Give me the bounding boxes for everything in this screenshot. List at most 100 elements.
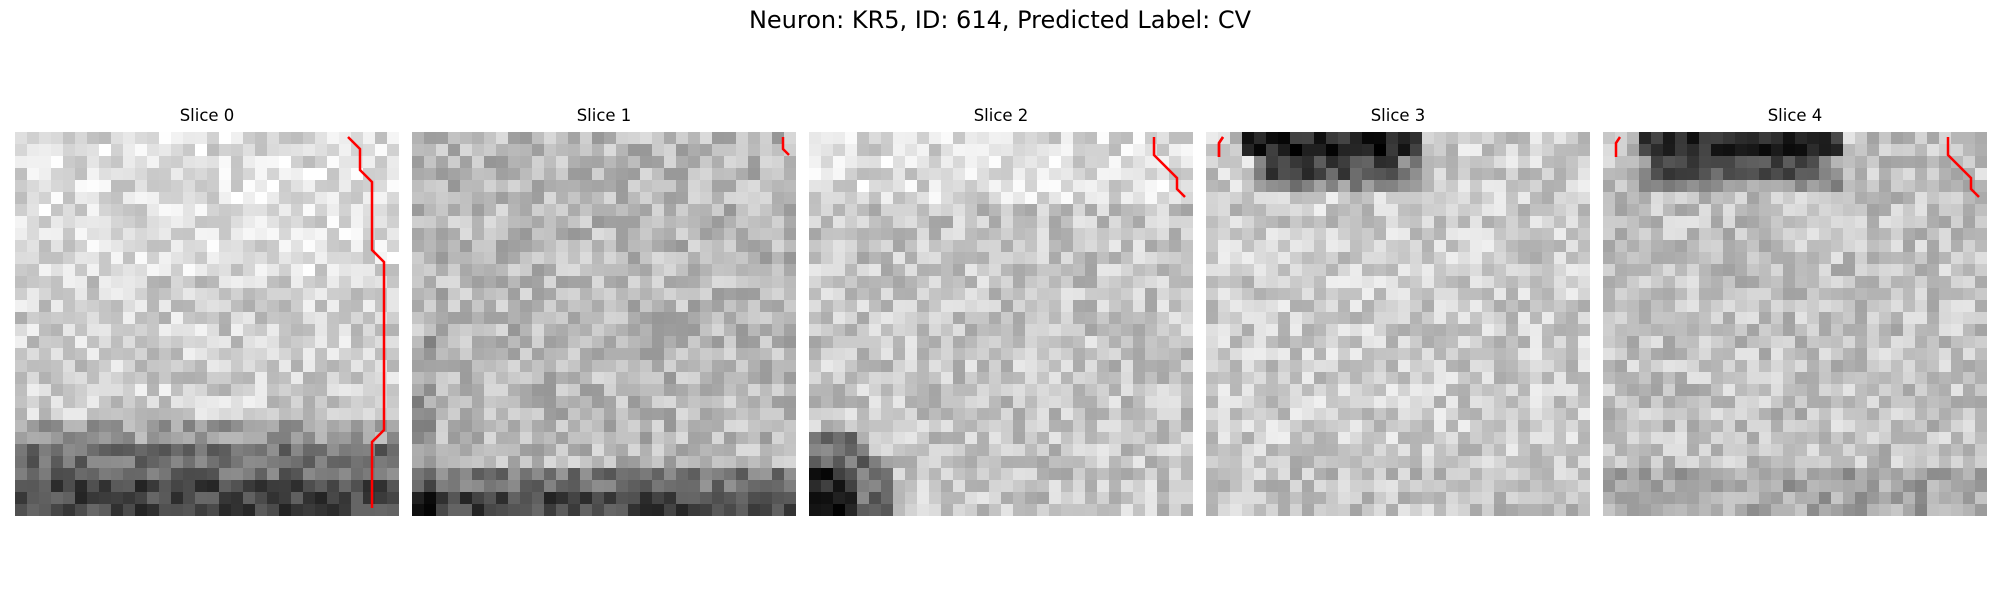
pixel xyxy=(1530,408,1543,421)
pixel xyxy=(195,348,208,361)
pixel xyxy=(712,480,725,493)
pixel xyxy=(1566,492,1579,505)
pixel xyxy=(207,396,220,409)
pixel xyxy=(1121,444,1134,457)
pixel xyxy=(363,432,376,445)
pixel xyxy=(532,228,545,241)
pixel xyxy=(339,492,352,505)
pixel xyxy=(424,444,437,457)
pixel xyxy=(159,252,172,265)
pixel xyxy=(604,264,617,277)
pixel xyxy=(111,228,124,241)
pixel xyxy=(1506,180,1519,193)
pixel xyxy=(1109,468,1122,481)
pixel xyxy=(1314,216,1327,229)
pixel xyxy=(1783,324,1796,337)
pixel xyxy=(1386,348,1399,361)
pixel xyxy=(1615,240,1628,253)
pixel xyxy=(592,192,605,205)
pixel xyxy=(1049,492,1062,505)
pixel xyxy=(1891,420,1904,433)
pixel xyxy=(387,216,399,229)
pixel xyxy=(1350,132,1363,145)
pixel xyxy=(1819,420,1832,433)
pixel xyxy=(1242,192,1255,205)
pixel xyxy=(1254,228,1267,241)
pixel xyxy=(508,336,521,349)
pixel xyxy=(784,408,796,421)
pixel xyxy=(1759,252,1772,265)
pixel xyxy=(460,240,473,253)
pixel xyxy=(75,468,88,481)
pixel xyxy=(99,264,112,277)
pixel xyxy=(375,408,388,421)
pixel xyxy=(135,324,148,337)
pixel xyxy=(881,276,894,289)
pixel xyxy=(1627,300,1640,313)
pixel xyxy=(111,348,124,361)
pixel xyxy=(568,204,581,217)
pixel xyxy=(1482,264,1495,277)
pixel xyxy=(1711,180,1724,193)
pixel xyxy=(1302,456,1315,469)
pixel xyxy=(1037,432,1050,445)
pixel xyxy=(1903,240,1916,253)
pixel xyxy=(1951,420,1964,433)
pixel xyxy=(1795,252,1808,265)
pixel xyxy=(1903,444,1916,457)
pixel xyxy=(821,372,834,385)
pixel xyxy=(760,456,773,469)
pixel xyxy=(1891,312,1904,325)
pixel xyxy=(1266,204,1279,217)
pixel xyxy=(592,480,605,493)
pixel xyxy=(520,480,533,493)
pixel xyxy=(1554,372,1567,385)
pixel xyxy=(1963,216,1976,229)
pixel xyxy=(1951,396,1964,409)
pixel xyxy=(652,240,665,253)
pixel xyxy=(1338,348,1351,361)
pixel xyxy=(1891,396,1904,409)
pixel xyxy=(1975,408,1987,421)
pixel xyxy=(279,288,292,301)
pixel xyxy=(339,408,352,421)
pixel xyxy=(1651,384,1664,397)
pixel xyxy=(772,192,785,205)
pixel xyxy=(1687,276,1700,289)
pixel xyxy=(123,396,136,409)
pixel xyxy=(171,396,184,409)
pixel xyxy=(448,168,461,181)
pixel xyxy=(1903,204,1916,217)
pixel xyxy=(315,372,328,385)
pixel xyxy=(809,336,822,349)
pixel xyxy=(1109,372,1122,385)
pixel xyxy=(1867,312,1880,325)
pixel xyxy=(1434,384,1447,397)
pixel xyxy=(87,348,100,361)
pixel xyxy=(941,252,954,265)
pixel xyxy=(363,372,376,385)
pixel xyxy=(436,228,449,241)
pixel xyxy=(989,396,1002,409)
pixel xyxy=(387,504,399,516)
pixel xyxy=(1362,300,1375,313)
pixel xyxy=(255,336,268,349)
pixel xyxy=(1254,492,1267,505)
pixel xyxy=(748,300,761,313)
pixel xyxy=(809,192,822,205)
pixel xyxy=(1169,348,1182,361)
pixel xyxy=(75,252,88,265)
pixel xyxy=(1013,324,1026,337)
pixel xyxy=(905,432,918,445)
pixel xyxy=(1915,132,1928,145)
pixel xyxy=(809,156,822,169)
pixel xyxy=(484,288,497,301)
pixel xyxy=(1711,132,1724,145)
pixel xyxy=(869,288,882,301)
pixel xyxy=(544,156,557,169)
pixel xyxy=(1097,156,1110,169)
pixel xyxy=(327,360,340,373)
pixel xyxy=(905,276,918,289)
pixel xyxy=(532,324,545,337)
pixel xyxy=(303,252,316,265)
